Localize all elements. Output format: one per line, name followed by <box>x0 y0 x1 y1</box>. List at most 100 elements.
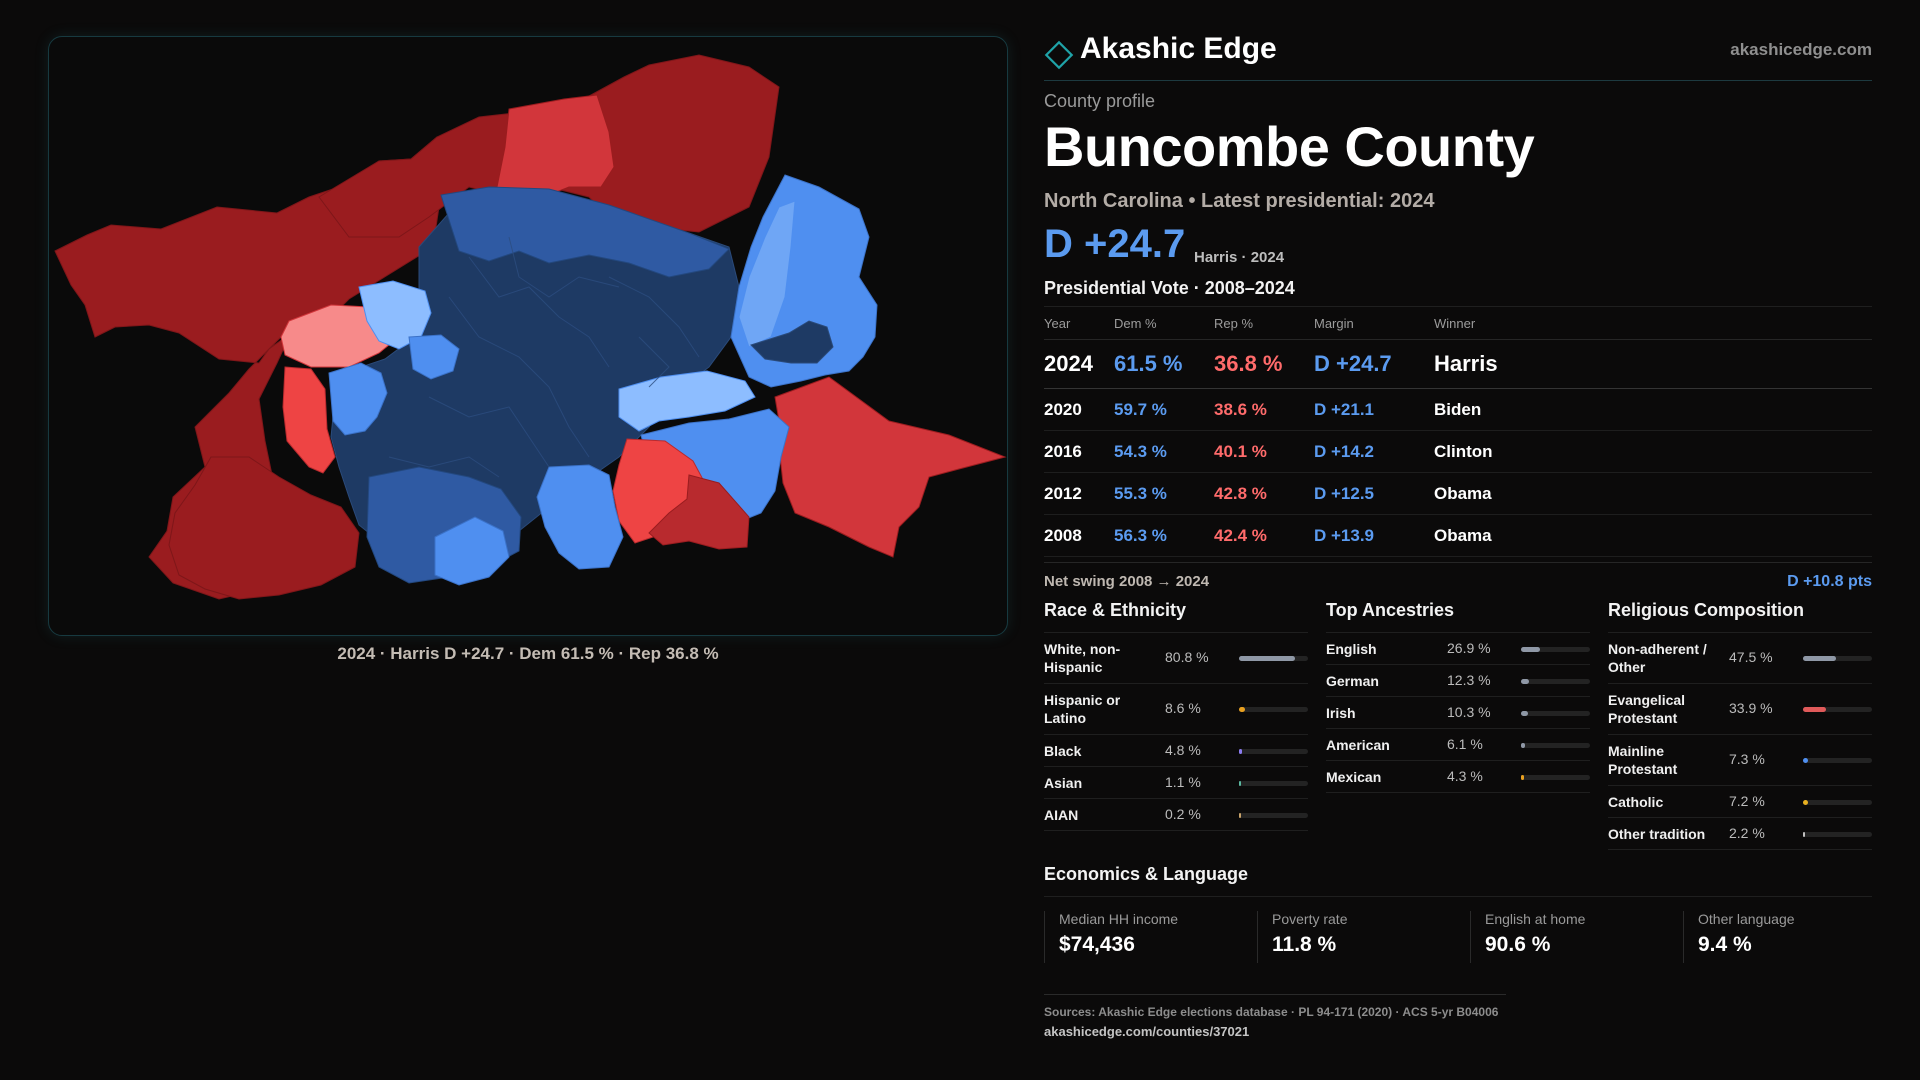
share-bar-track <box>1239 707 1308 712</box>
stat-value: 11.8 % <box>1272 933 1337 956</box>
stat-card: English at home 90.6 % <box>1470 911 1671 963</box>
row-winner: Obama <box>1434 526 1492 545</box>
item-value: 8.6 % <box>1165 700 1201 716</box>
item-value: 1.1 % <box>1165 774 1201 790</box>
item-value: 4.3 % <box>1447 768 1483 784</box>
list-item: Irish 10.3 % <box>1326 697 1590 729</box>
precinct-map-panel[interactable] <box>48 36 1008 636</box>
sources-url-link[interactable]: akashicedge.com/counties/37021 <box>1044 1024 1250 1039</box>
race-title: Race & Ethnicity <box>1044 600 1308 633</box>
list-item: Evangelical Protestant 33.9 % <box>1608 684 1872 735</box>
share-bar-fill <box>1521 775 1524 780</box>
table-row: 2016 54.3 % 40.1 % D +14.2 Clinton <box>1044 431 1872 473</box>
item-value: 7.3 % <box>1729 751 1765 767</box>
table-header: Year Dem % Rep % Margin Winner <box>1044 307 1872 340</box>
page-title: Buncombe County <box>1044 115 1535 178</box>
swing-value: D +10.8 pts <box>1787 573 1872 590</box>
precinct-south-light-blue[interactable] <box>434 516 510 586</box>
row-dem: 55.3 % <box>1114 484 1167 503</box>
item-label: Catholic <box>1608 794 1664 810</box>
header-margin: Margin <box>1314 316 1354 331</box>
item-label: Asian <box>1044 775 1083 791</box>
item-label: White, non-Hispanic <box>1044 641 1121 675</box>
ancestries-section: Top Ancestries English 26.9 % German 12.… <box>1326 600 1590 793</box>
row-dem: 54.3 % <box>1114 442 1167 461</box>
row-dem: 59.7 % <box>1114 400 1167 419</box>
stat-label: English at home <box>1485 911 1586 927</box>
row-margin: D +14.2 <box>1314 442 1375 461</box>
precinct-south-central-blue[interactable] <box>536 464 624 570</box>
row-winner: Harris <box>1434 351 1498 376</box>
stat-value: 90.6 % <box>1485 933 1551 956</box>
row-margin: D +21.1 <box>1314 400 1375 419</box>
item-label: Evangelical Protestant <box>1608 692 1686 726</box>
share-bar-fill <box>1239 813 1241 818</box>
list-item: Hispanic or Latino 8.6 % <box>1044 684 1308 735</box>
item-value: 12.3 % <box>1447 672 1491 688</box>
profile-label: County profile <box>1044 91 1156 111</box>
header-rep: Rep % <box>1214 316 1254 331</box>
row-margin: D +13.9 <box>1314 526 1375 545</box>
row-winner: Obama <box>1434 484 1492 503</box>
row-dem: 56.3 % <box>1114 526 1167 545</box>
table-row: 2024 61.5 % 36.8 % D +24.7 Harris <box>1044 340 1872 389</box>
share-bar-track <box>1803 707 1872 712</box>
share-bar-track <box>1803 758 1872 763</box>
row-year: 2024 <box>1044 351 1093 376</box>
brand-name: Akashic Edge <box>1080 32 1277 65</box>
item-value: 0.2 % <box>1165 806 1201 822</box>
table-row: 2008 56.3 % 42.4 % D +13.9 Obama <box>1044 515 1872 557</box>
list-item: Other tradition 2.2 % <box>1608 818 1872 850</box>
list-item: AIAN 0.2 % <box>1044 799 1308 831</box>
precinct-borders <box>388 236 700 478</box>
share-bar-fill <box>1803 656 1836 661</box>
swing-label: Net swing 2008 → 2024 <box>1044 573 1210 590</box>
share-bar-track <box>1521 679 1590 684</box>
row-rep: 42.8 % <box>1214 484 1267 503</box>
sources-footer: Sources: Akashic Edge elections database… <box>1044 994 1506 1039</box>
economics-stats: Median HH income $74,436 Poverty rate 11… <box>1044 896 1872 967</box>
ancestries-title: Top Ancestries <box>1326 600 1590 633</box>
share-bar-track <box>1521 775 1590 780</box>
list-item: Black 4.8 % <box>1044 735 1308 767</box>
diamond-logo-icon <box>1044 40 1074 70</box>
precinct-map[interactable] <box>49 37 1007 635</box>
item-label: Mainline Protestant <box>1608 743 1678 777</box>
row-rep: 42.4 % <box>1214 526 1267 545</box>
table-row: 2020 59.7 % 38.6 % D +21.1 Biden <box>1044 389 1872 431</box>
table-row: 2012 55.3 % 42.8 % D +12.5 Obama <box>1044 473 1872 515</box>
precinct-light-red-strip[interactable] <box>282 366 336 474</box>
list-item: German 12.3 % <box>1326 665 1590 697</box>
header-year: Year <box>1044 316 1071 331</box>
religion-section: Religious Composition Non-adherent / Oth… <box>1608 600 1872 850</box>
row-year: 2012 <box>1044 484 1082 503</box>
precinct-north-mid-blue[interactable] <box>440 186 730 278</box>
map-caption: 2024 · Harris D +24.7 · Dem 61.5 % · Rep… <box>337 644 719 663</box>
precinct-far-east-red[interactable] <box>774 376 1007 558</box>
precinct-east-pale-blue[interactable] <box>738 200 796 348</box>
net-swing-row: Net swing 2008 → 2024 D +10.8 pts <box>1044 562 1872 593</box>
list-item: American 6.1 % <box>1326 729 1590 761</box>
brand-header: Akashic Edge akashicedge.com <box>1044 30 1872 81</box>
precinct-north-red-mid[interactable] <box>496 94 615 206</box>
precinct-east-dark-blue[interactable] <box>750 320 834 364</box>
item-label: Hispanic or Latino <box>1044 692 1121 726</box>
precinct-core-light-blue[interactable] <box>408 334 460 380</box>
stat-card: Other language 9.4 % <box>1683 911 1884 963</box>
brand-url-link[interactable]: akashicedge.com <box>1730 40 1872 59</box>
precinct-south-red-dark[interactable] <box>648 474 750 550</box>
stat-label: Other language <box>1698 911 1795 927</box>
precinct-mid-east-pale-blue[interactable] <box>618 370 756 432</box>
item-value: 26.9 % <box>1447 640 1491 656</box>
item-value: 6.1 % <box>1447 736 1483 752</box>
headline-winner: Harris · 2024 <box>1194 249 1285 266</box>
precinct-south-west-red[interactable] <box>168 456 360 600</box>
stat-value: $74,436 <box>1059 933 1135 956</box>
stat-card: Poverty rate 11.8 % <box>1257 911 1458 963</box>
row-margin: D +12.5 <box>1314 484 1375 503</box>
row-year: 2008 <box>1044 526 1082 545</box>
row-rep: 36.8 % <box>1214 351 1283 376</box>
share-bar-fill <box>1239 656 1295 661</box>
row-rep: 38.6 % <box>1214 400 1267 419</box>
precinct-west-light-blue[interactable] <box>328 362 388 436</box>
